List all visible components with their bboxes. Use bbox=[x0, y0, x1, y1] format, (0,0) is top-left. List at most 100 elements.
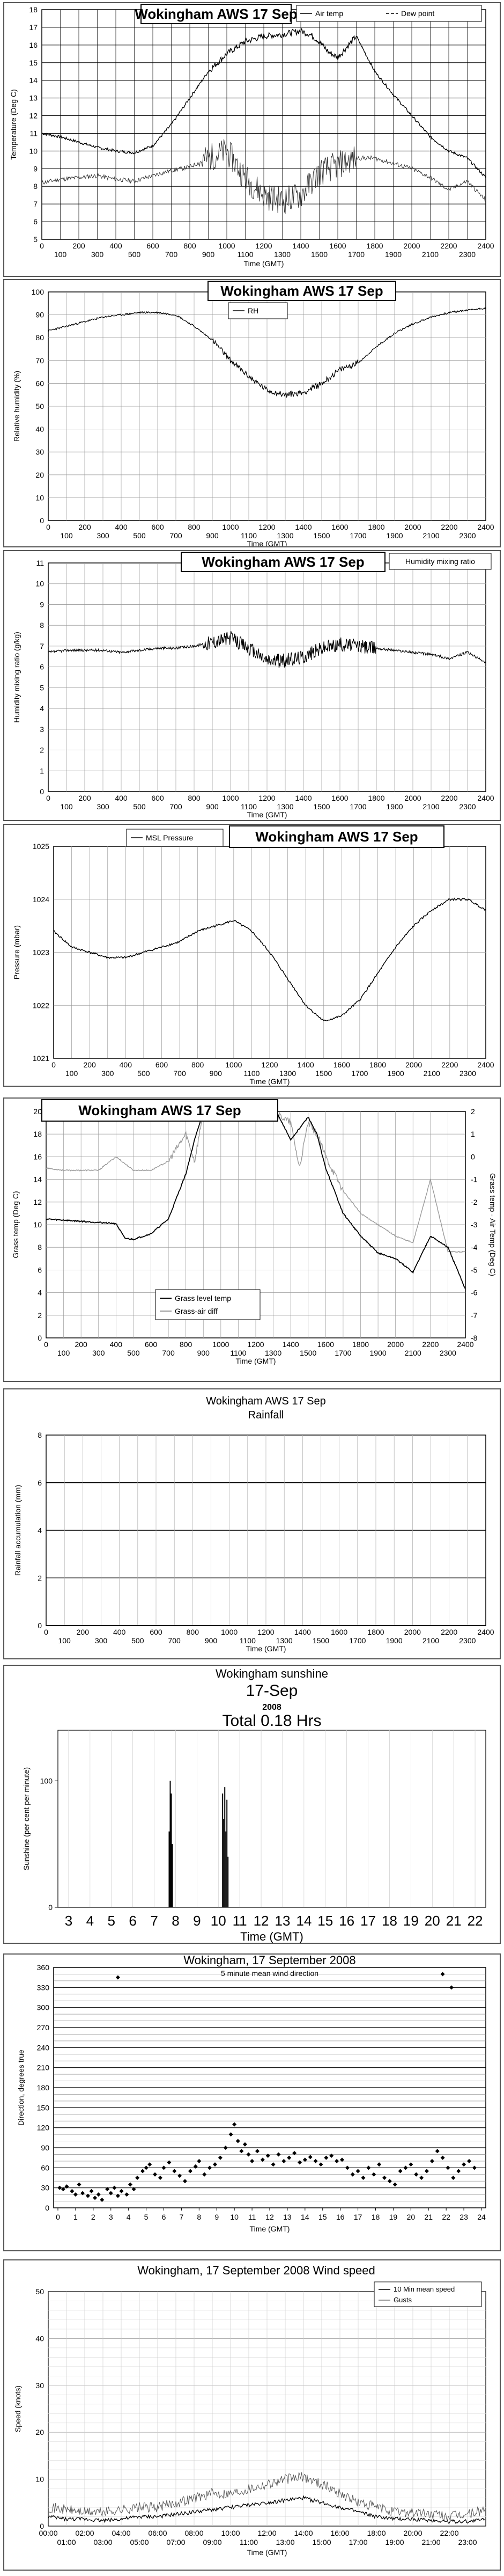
y-tick-label: 90 bbox=[35, 311, 44, 319]
x-tick-label: 500 bbox=[131, 1636, 144, 1645]
wind-direction-point bbox=[77, 2182, 81, 2187]
wind-direction-point bbox=[329, 2153, 334, 2158]
x-tick-label: 500 bbox=[127, 1349, 140, 1357]
wind-direction-point bbox=[387, 2179, 392, 2184]
y-axis-label: Grass temp (Deg C) bbox=[11, 1191, 20, 1258]
wind-direction-point bbox=[366, 2165, 371, 2170]
y-tick-label: 100 bbox=[40, 1776, 53, 1785]
x-tick-label: 1500 bbox=[313, 531, 330, 540]
x-tick-label: 2300 bbox=[459, 250, 476, 259]
y-tick-label: 80 bbox=[35, 333, 44, 342]
x-tick-label: 1800 bbox=[352, 1340, 369, 1349]
x-tick-label: 1100 bbox=[243, 1069, 260, 1078]
x-tick-label: 11 bbox=[248, 2213, 256, 2221]
wind-direction-point bbox=[112, 2185, 117, 2190]
wind-direction-point bbox=[115, 1975, 120, 1980]
x-tick-label: 16:00 bbox=[330, 2529, 349, 2537]
chart-title: Wokingham AWS 17 Sep bbox=[255, 829, 418, 845]
legend-label: Grass-air diff bbox=[175, 1307, 218, 1315]
x-tick-label: 04:00 bbox=[112, 2529, 130, 2537]
y-tick-label: 7 bbox=[33, 200, 38, 208]
wind-direction-point bbox=[382, 2176, 387, 2180]
x-axis-label: Time (GMT) bbox=[236, 1357, 276, 1365]
x-tick-label: 2300 bbox=[459, 531, 476, 540]
x-tick-label: 2400 bbox=[477, 794, 494, 802]
x-tick-label: 12 bbox=[265, 2213, 274, 2221]
x-tick-label: 200 bbox=[72, 241, 85, 250]
wind-direction-point bbox=[377, 2162, 382, 2167]
legend-box bbox=[374, 2281, 482, 2307]
x-tick-label: 800 bbox=[180, 1340, 192, 1349]
x-tick-label: 10 bbox=[211, 1913, 226, 1929]
y-tick-label: 180 bbox=[37, 2083, 50, 2092]
wind-direction-point bbox=[147, 2162, 152, 2167]
x-tick-label: 20 bbox=[407, 2213, 416, 2221]
wind-direction-point bbox=[161, 2165, 166, 2170]
wind-direction-point bbox=[124, 2192, 129, 2197]
wind-direction-point bbox=[70, 2189, 75, 2193]
y-right-tick-label: -6 bbox=[471, 1289, 478, 1297]
x-tick-label: 13:00 bbox=[276, 2538, 294, 2546]
y-tick-label: 18 bbox=[33, 1130, 42, 1138]
wind-speed-chart: 0 10 20 30 40 50 00:00 02:00 04:00 06:00 08:00 10:0… bbox=[13, 2264, 486, 2557]
wind-direction-point bbox=[324, 2155, 329, 2160]
y-tick-label: 3 bbox=[40, 725, 44, 734]
air-temp-line bbox=[41, 28, 486, 178]
x-tick-label: 1000 bbox=[222, 523, 239, 531]
wind-direction-point bbox=[440, 2155, 445, 2160]
wind-direction-point bbox=[308, 2155, 313, 2160]
x-tick-label: 1400 bbox=[295, 523, 312, 531]
x-tick-label: 2300 bbox=[440, 1349, 456, 1357]
wind-direction-point bbox=[451, 2176, 456, 2180]
y-tick-label: 10 bbox=[35, 493, 44, 502]
x-tick-label: 3 bbox=[65, 1913, 72, 1929]
x-tick-label: 2300 bbox=[459, 1069, 476, 1078]
wind-direction-point bbox=[167, 2160, 172, 2165]
x-tick-label: 11:00 bbox=[240, 2538, 258, 2546]
rainfall-chart: 0 2 4 6 8 0 200 400 600 800 1000 1200 1400 1600 1800 20… bbox=[13, 1395, 494, 1653]
x-tick-label: 500 bbox=[133, 531, 146, 540]
x-tick-label: 1300 bbox=[277, 531, 293, 540]
x-tick-label: 2000 bbox=[403, 241, 420, 250]
wind-direction-point bbox=[424, 2169, 429, 2174]
x-tick-label: 500 bbox=[137, 1069, 150, 1078]
x-tick-label: 1100 bbox=[241, 802, 257, 811]
y-tick-label: 4 bbox=[40, 704, 44, 713]
y-tick-label: 50 bbox=[35, 402, 44, 411]
legend-label: Air temp bbox=[315, 9, 343, 18]
x-tick-label: 1200 bbox=[255, 241, 272, 250]
x-tick-label: 100 bbox=[65, 1069, 78, 1078]
wind-direction-point bbox=[93, 2196, 98, 2200]
wind-direction-point bbox=[292, 2150, 297, 2155]
x-tick-label: 200 bbox=[83, 1060, 96, 1069]
y-tick-label: 6 bbox=[38, 1479, 42, 1487]
x-tick-label: 2200 bbox=[440, 241, 457, 250]
temperature-chart-panel: 5 6 7 8 9 10 11 12 13 14 15 16 17 18 0 200 400 600 800 1000… bbox=[3, 2, 501, 277]
gust-line bbox=[48, 2472, 485, 2522]
x-tick-label: 12 bbox=[254, 1913, 269, 1929]
legend-box bbox=[155, 1289, 261, 1320]
y-tick-label: 5 bbox=[40, 683, 44, 692]
x-tick-label: 200 bbox=[77, 1628, 90, 1636]
x-tick-label: 1000 bbox=[222, 794, 239, 802]
grass-air-diff-line bbox=[46, 1111, 465, 1253]
x-tick-label: 24 bbox=[477, 2213, 486, 2221]
legend-label: Grass level temp bbox=[175, 1294, 231, 1302]
x-tick-label: 300 bbox=[92, 1349, 105, 1357]
y-tick-label: 0 bbox=[40, 2522, 44, 2530]
wind-direction-point bbox=[276, 2152, 281, 2157]
wind-direction-point bbox=[119, 2189, 124, 2193]
x-tick-label: 700 bbox=[169, 531, 182, 540]
x-tick-label: 400 bbox=[115, 794, 128, 802]
x-tick-label: 300 bbox=[95, 1636, 108, 1645]
x-tick-label: 6 bbox=[129, 1913, 136, 1929]
x-tick-label: 1600 bbox=[317, 1340, 334, 1349]
y-tick-label: 20 bbox=[35, 2428, 44, 2436]
x-tick-label: 1300 bbox=[277, 802, 293, 811]
x-tick-label: 700 bbox=[168, 1636, 181, 1645]
x-tick-label: 1000 bbox=[221, 1628, 238, 1636]
y-right-tick-label: -2 bbox=[471, 1198, 478, 1206]
x-tick-label: 2400 bbox=[457, 1340, 473, 1349]
x-tick-label: 900 bbox=[197, 1349, 210, 1357]
wind-direction-point bbox=[61, 2187, 65, 2192]
